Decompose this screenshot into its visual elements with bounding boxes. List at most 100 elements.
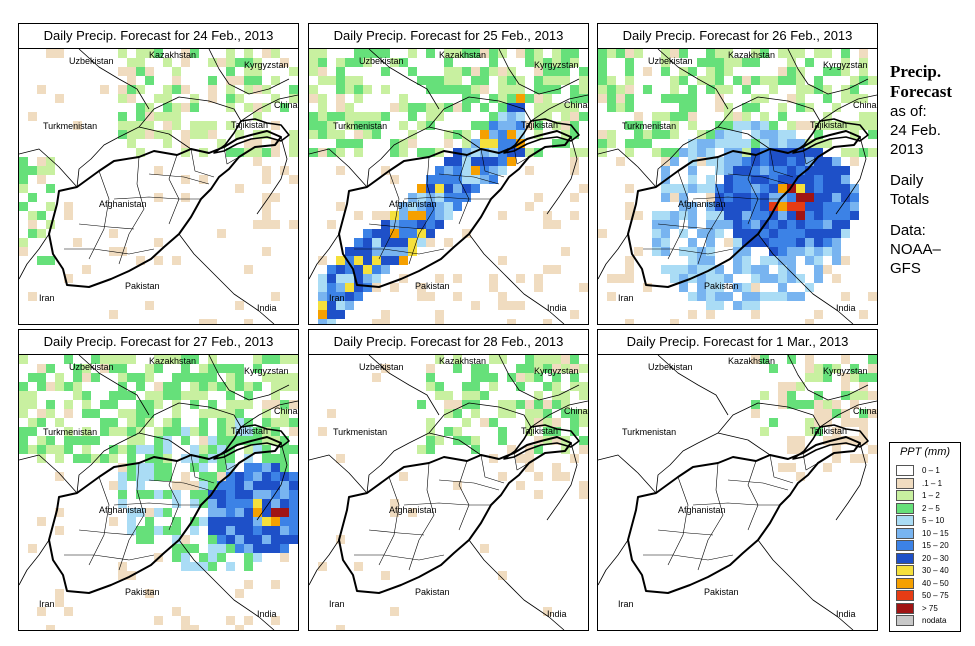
precip-cell xyxy=(859,94,868,103)
precip-cell xyxy=(742,220,751,229)
country-label-uzbekistan: Uzbekistan xyxy=(648,362,693,372)
country-border xyxy=(208,49,290,95)
precip-cell xyxy=(778,292,787,301)
precip-cell xyxy=(570,130,579,139)
precip-cell xyxy=(336,139,345,148)
precip-cell xyxy=(208,94,217,103)
precip-cell xyxy=(778,391,787,400)
precip-cell xyxy=(778,67,787,76)
precip-cell xyxy=(679,148,688,157)
province-border xyxy=(64,248,155,255)
precip-cell xyxy=(417,220,426,229)
province-border xyxy=(657,223,714,230)
precip-cell xyxy=(814,373,823,382)
country-border xyxy=(76,432,140,494)
province-border xyxy=(513,452,530,471)
precip-cell xyxy=(498,292,507,301)
precip-cell xyxy=(109,481,118,490)
precip-cell xyxy=(832,409,841,418)
precip-cell xyxy=(814,121,823,130)
precip-cell xyxy=(724,184,733,193)
precip-cell xyxy=(760,211,769,220)
precip-cell xyxy=(408,247,417,256)
precip-cell xyxy=(181,364,190,373)
legend-label: .1 – 1 xyxy=(922,478,943,488)
precip-cell xyxy=(372,247,381,256)
precip-cell xyxy=(417,400,426,409)
legend-label: 50 – 75 xyxy=(922,591,949,600)
precip-cell xyxy=(381,265,390,274)
precip-cell xyxy=(37,256,46,265)
precip-cell xyxy=(217,364,226,373)
precip-cell xyxy=(327,301,336,310)
precip-cell xyxy=(805,418,814,427)
precip-cell xyxy=(552,121,561,130)
precip-cell xyxy=(516,85,525,94)
precip-cell xyxy=(136,526,145,535)
precip-cell xyxy=(154,166,163,175)
precip-cell xyxy=(805,202,814,211)
precip-cell xyxy=(607,292,616,301)
precip-cell xyxy=(751,76,760,85)
country-label-turkmenistan: Turkmenistan xyxy=(333,121,387,131)
precip-cell xyxy=(859,427,868,436)
precip-cell xyxy=(354,247,363,256)
precip-cell xyxy=(697,247,706,256)
precip-cell xyxy=(823,220,832,229)
precip-cell xyxy=(724,139,733,148)
precip-cell xyxy=(751,274,760,283)
precip-cell xyxy=(841,256,850,265)
precip-cell xyxy=(336,103,345,112)
province-border xyxy=(727,173,789,185)
precip-cell xyxy=(462,184,471,193)
precip-cell xyxy=(208,319,217,324)
precip-cell xyxy=(199,319,208,324)
precip-cell xyxy=(354,130,363,139)
precip-cell xyxy=(742,139,751,148)
precip-cell xyxy=(832,274,841,283)
precip-cell xyxy=(73,382,82,391)
precip-cell xyxy=(453,481,462,490)
precip-cell xyxy=(127,121,136,130)
precip-cell xyxy=(280,409,289,418)
precip-cell xyxy=(354,121,363,130)
precip-cell xyxy=(841,409,850,418)
precip-cell xyxy=(172,121,181,130)
precip-cell xyxy=(778,400,787,409)
precip-cell xyxy=(552,427,561,436)
precip-cell xyxy=(480,175,489,184)
precip-cell xyxy=(327,292,336,301)
precip-cell xyxy=(552,265,561,274)
precip-cell xyxy=(453,193,462,202)
precip-cell xyxy=(327,274,336,283)
precip-cell xyxy=(109,229,118,238)
precip-cell xyxy=(859,121,868,130)
precip-cell xyxy=(426,238,435,247)
precip-cell xyxy=(859,76,868,85)
precip-cell xyxy=(127,85,136,94)
precip-cell xyxy=(525,121,534,130)
province-border xyxy=(408,462,435,571)
precip-cell xyxy=(318,58,327,67)
precip-cell xyxy=(280,436,289,445)
precip-cell xyxy=(471,373,480,382)
precip-cell xyxy=(444,103,453,112)
precip-cell xyxy=(154,382,163,391)
country-label-afghanistan: Afghanistan xyxy=(99,199,147,209)
precip-cell xyxy=(336,625,345,630)
precip-cell xyxy=(598,67,607,76)
precip-cell xyxy=(543,400,552,409)
precip-cell xyxy=(507,112,516,121)
precip-cell xyxy=(561,121,570,130)
precip-cell xyxy=(498,211,507,220)
precip-cell xyxy=(309,94,318,103)
precip-cell xyxy=(154,436,163,445)
precip-cell xyxy=(199,427,208,436)
precip-cell xyxy=(778,220,787,229)
precip-cell xyxy=(226,85,235,94)
precip-cell xyxy=(525,49,534,58)
precip-cell xyxy=(118,499,127,508)
precip-cell xyxy=(208,130,217,139)
precip-cell xyxy=(787,229,796,238)
precip-cell xyxy=(154,490,163,499)
